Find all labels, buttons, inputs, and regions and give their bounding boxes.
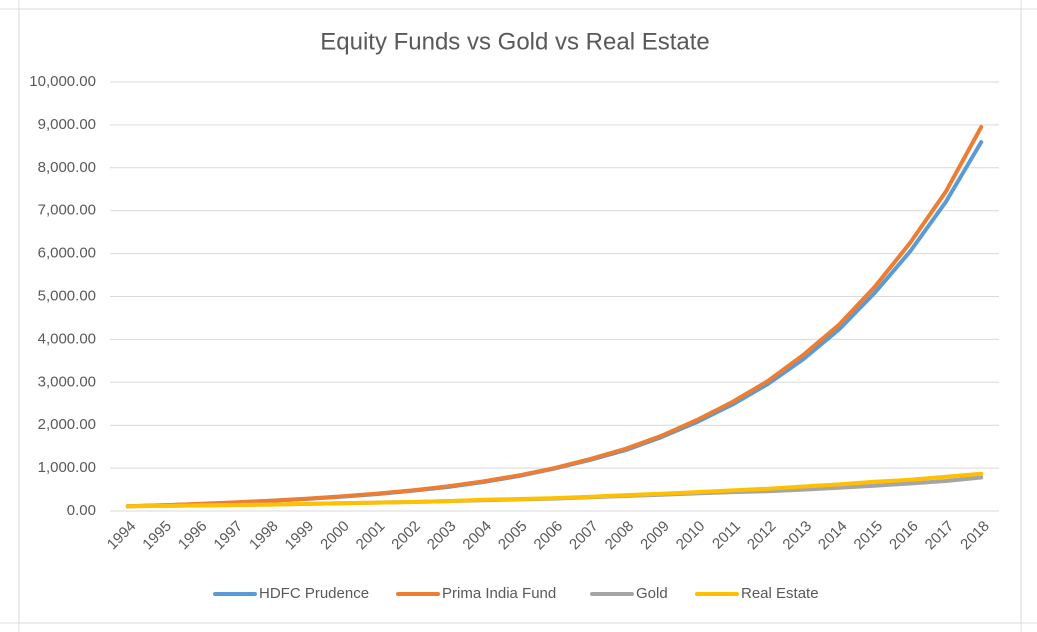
legend-label: Prima India Fund — [442, 585, 556, 602]
y-tick-label: 2,000.00 — [38, 416, 96, 433]
legend-label: Gold — [636, 585, 668, 602]
y-tick-label: 3,000.00 — [38, 373, 96, 390]
y-tick-label: 7,000.00 — [38, 202, 96, 219]
y-tick-label: 4,000.00 — [38, 330, 96, 347]
chart-title: Equity Funds vs Gold vs Real Estate — [320, 28, 710, 55]
series-line — [125, 471, 984, 509]
y-tick-label: 6,000.00 — [38, 245, 96, 262]
y-tick-label: 1,000.00 — [38, 459, 96, 476]
y-tick-label: 9,000.00 — [38, 116, 96, 133]
legend-label: HDFC Prudence — [259, 585, 369, 602]
series-line — [125, 125, 984, 509]
y-tick-label: 8,000.00 — [38, 159, 96, 176]
y-tick-label: 5,000.00 — [38, 287, 96, 304]
legend-label: Real Estate — [741, 585, 819, 602]
y-tick-label: 0.00 — [67, 502, 96, 519]
y-tick-label: 10,000.00 — [29, 73, 96, 90]
